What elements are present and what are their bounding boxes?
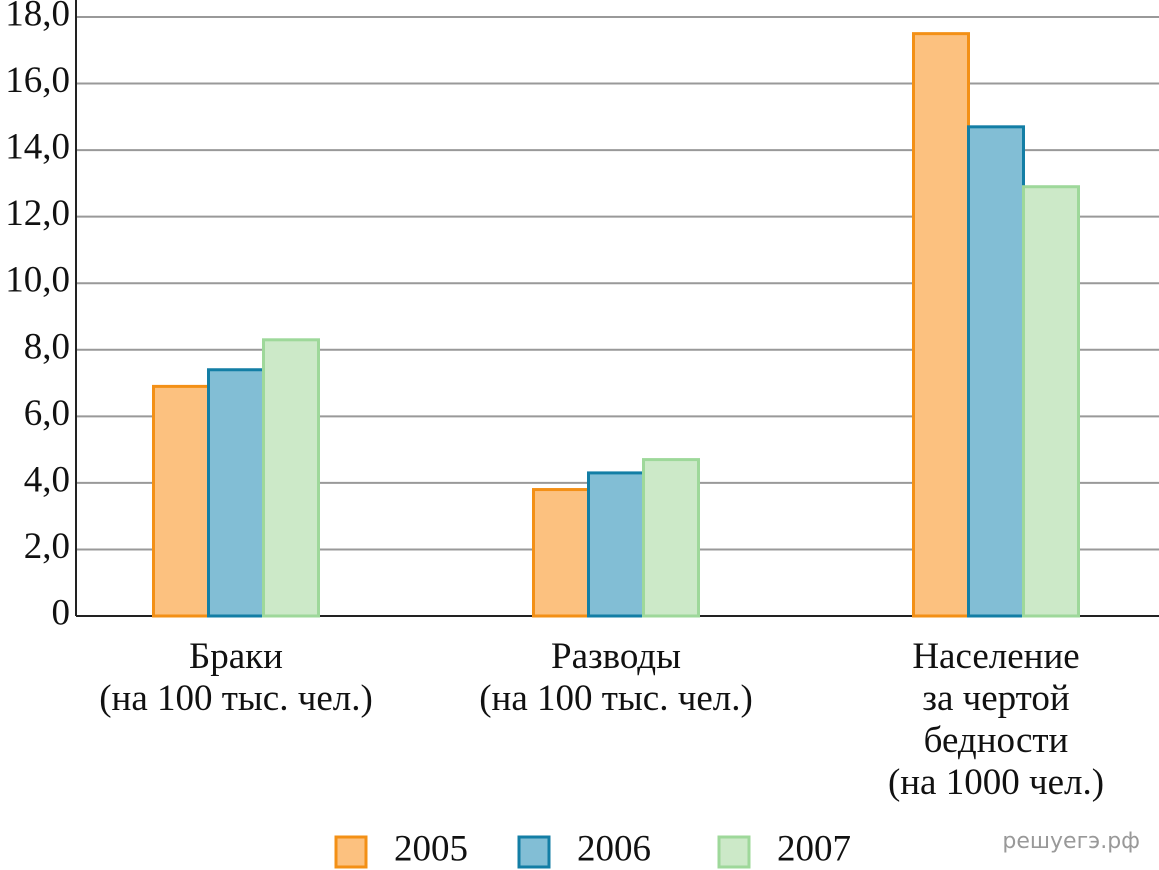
bar — [912, 32, 970, 618]
x-tick-label-line: (на 100 тыс. чел.) — [99, 678, 373, 719]
bar — [587, 471, 645, 618]
x-tick-label-line: Население — [912, 636, 1079, 677]
x-tick-label-line: (на 1000 чел.) — [888, 762, 1104, 803]
bar — [967, 125, 1025, 618]
bar — [532, 488, 590, 618]
x-tick-label-line: Разводы — [551, 636, 681, 677]
y-tick-label: 12,0 — [5, 193, 70, 234]
x-tick-label-line: Браки — [189, 636, 283, 677]
y-tick-label: 8,0 — [24, 326, 70, 367]
legend-label: 2005 — [394, 828, 468, 869]
y-tick-label: 0 — [52, 592, 71, 633]
legend-swatch — [334, 835, 368, 869]
x-tick-label-line: за чертой — [922, 678, 1069, 719]
y-tick-label: 14,0 — [5, 127, 70, 168]
bar — [152, 384, 210, 618]
watermark: решуегэ.рф — [1002, 829, 1140, 854]
x-tick-label-line: (на 100 тыс. чел.) — [479, 678, 753, 719]
x-tick-label: Население за чертой бедности (на 1000 чел.) — [888, 636, 1104, 803]
legend-label: 2006 — [577, 828, 651, 869]
y-tick-label: 2,0 — [24, 526, 70, 567]
x-tick-label: Разводы (на 100 тыс. чел.) — [479, 636, 753, 719]
y-tick-label: 16,0 — [5, 60, 70, 101]
legend-swatch — [717, 835, 751, 869]
bar — [207, 368, 265, 618]
x-tick-label-line: бедности — [924, 720, 1069, 761]
bar — [642, 458, 700, 618]
y-tick-label: 6,0 — [24, 393, 70, 434]
bar — [262, 338, 320, 618]
y-tick-label: 10,0 — [5, 260, 70, 301]
legend-swatch — [517, 835, 551, 869]
bar — [1022, 185, 1080, 618]
legend-label: 2007 — [777, 828, 851, 869]
y-tick-label: 18,0 — [5, 0, 70, 34]
y-tick-label: 4,0 — [24, 459, 70, 500]
x-tick-label: Браки (на 100 тыс. чел.) — [99, 636, 373, 719]
